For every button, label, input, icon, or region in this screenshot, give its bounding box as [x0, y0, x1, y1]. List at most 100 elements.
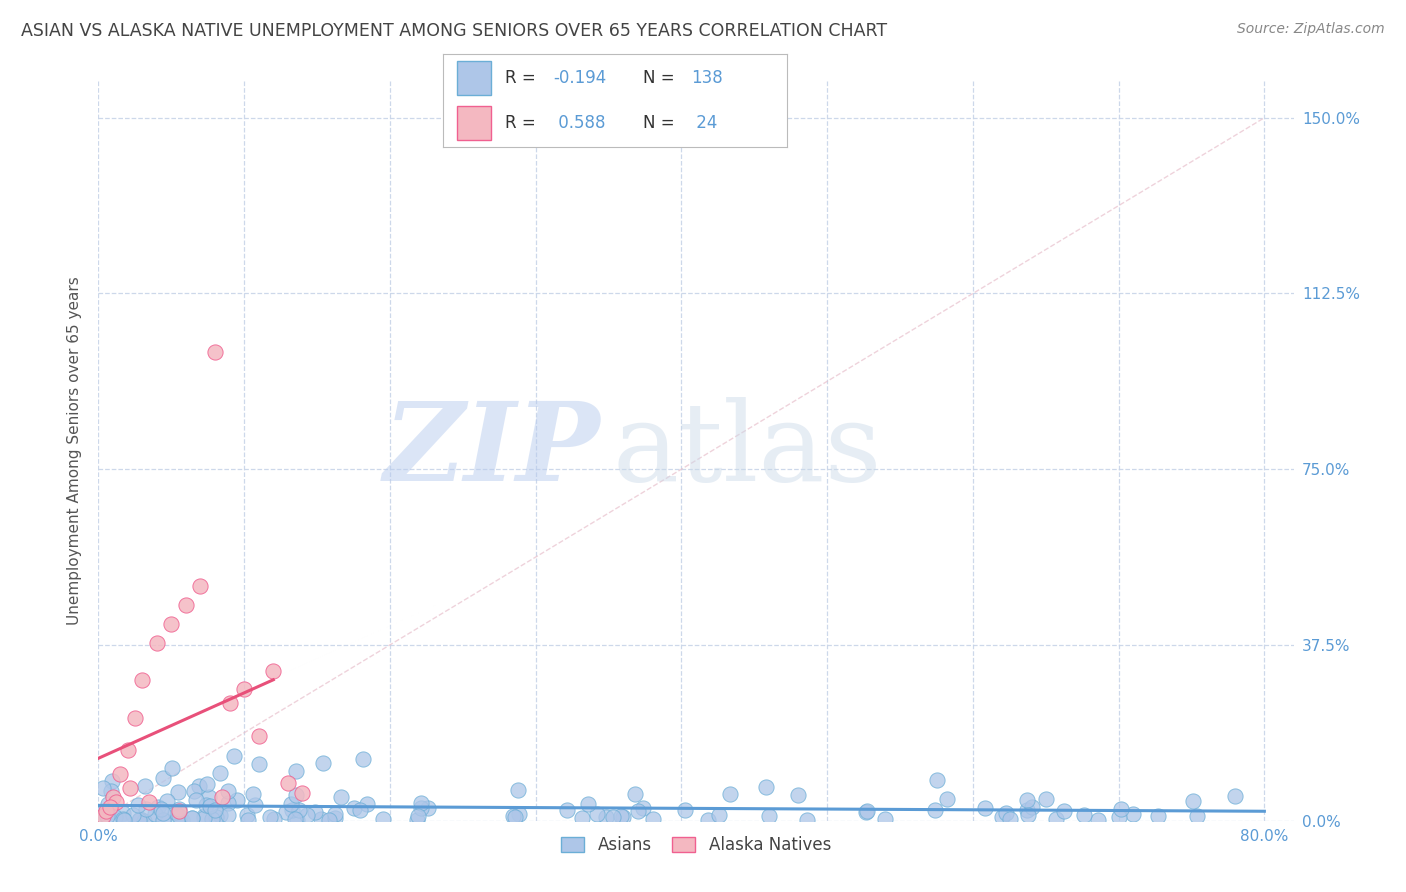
Point	[994, 806, 1017, 821]
Point	[180, 811, 202, 825]
Point	[127, 798, 149, 813]
Point	[595, 810, 617, 824]
Point	[169, 810, 191, 824]
Point	[163, 805, 186, 819]
Point	[291, 785, 314, 799]
Point	[112, 806, 135, 821]
Point	[1185, 809, 1208, 823]
Point	[318, 813, 340, 827]
Point	[284, 788, 307, 802]
Point	[281, 803, 304, 817]
Point	[323, 811, 346, 825]
Point	[718, 787, 741, 801]
Point	[142, 814, 165, 828]
Point	[217, 808, 239, 822]
Text: ASIAN VS ALASKA NATIVE UNEMPLOYMENT AMONG SENIORS OVER 65 YEARS CORRELATION CHAR: ASIAN VS ALASKA NATIVE UNEMPLOYMENT AMON…	[21, 22, 887, 40]
Point	[149, 802, 172, 816]
Point	[627, 805, 650, 819]
Point	[936, 792, 959, 806]
Point	[135, 802, 157, 816]
Point	[925, 773, 948, 788]
Point	[349, 803, 371, 817]
Point	[98, 799, 121, 814]
Point	[156, 794, 179, 808]
Point	[330, 790, 353, 805]
Point	[786, 788, 808, 802]
Point	[167, 804, 190, 818]
Point	[612, 810, 634, 824]
Point	[245, 797, 267, 812]
Point	[129, 812, 152, 826]
Point	[1000, 812, 1022, 826]
Point	[167, 802, 190, 816]
Point	[1109, 801, 1132, 815]
Point	[236, 808, 259, 822]
Point	[758, 809, 780, 823]
Point	[502, 808, 524, 822]
Legend: Asians, Alaska Natives: Asians, Alaska Natives	[554, 829, 838, 861]
Point	[104, 810, 127, 824]
Point	[217, 783, 239, 797]
Point	[188, 780, 211, 794]
Text: atlas: atlas	[613, 397, 882, 504]
Point	[856, 804, 879, 818]
Point	[218, 697, 240, 711]
Point	[1017, 793, 1039, 807]
Point	[586, 807, 609, 822]
Point	[247, 757, 270, 772]
Point	[796, 813, 818, 827]
Point	[98, 805, 121, 819]
Point	[295, 808, 318, 822]
Point	[208, 765, 231, 780]
Point	[226, 793, 249, 807]
Point	[285, 813, 308, 827]
Point	[352, 752, 374, 766]
Point	[97, 797, 120, 812]
Point	[183, 784, 205, 798]
Point	[602, 810, 624, 824]
Point	[1053, 804, 1076, 818]
Text: -0.194: -0.194	[553, 69, 606, 87]
Point	[280, 797, 302, 811]
Text: ZIP: ZIP	[384, 397, 600, 504]
Point	[124, 710, 146, 724]
Point	[91, 809, 114, 823]
Point	[169, 809, 191, 823]
Point	[172, 814, 194, 828]
Point	[94, 804, 117, 818]
Point	[131, 673, 153, 687]
Point	[578, 797, 600, 812]
Point	[194, 797, 217, 812]
Point	[152, 771, 174, 785]
Point	[152, 813, 174, 827]
Point	[1021, 800, 1043, 814]
Point	[205, 810, 228, 824]
Point	[134, 814, 156, 828]
Point	[274, 805, 297, 819]
Point	[143, 807, 166, 822]
Point	[643, 812, 665, 826]
Point	[624, 787, 647, 801]
Point	[571, 811, 593, 825]
Point	[181, 811, 204, 825]
Point	[1087, 813, 1109, 827]
Point	[855, 805, 877, 820]
Point	[152, 806, 174, 821]
Point	[1147, 809, 1170, 823]
Point	[120, 780, 142, 795]
Point	[160, 761, 183, 775]
Point	[134, 780, 156, 794]
Point	[1017, 808, 1039, 822]
Point	[236, 814, 259, 828]
Point	[285, 764, 308, 779]
FancyBboxPatch shape	[457, 61, 491, 95]
FancyBboxPatch shape	[457, 106, 491, 140]
Point	[259, 810, 281, 824]
Point	[110, 766, 132, 780]
Point	[233, 682, 256, 697]
Point	[242, 788, 264, 802]
Point	[991, 810, 1014, 824]
Point	[323, 807, 346, 822]
Point	[974, 801, 997, 815]
Point	[145, 635, 167, 649]
